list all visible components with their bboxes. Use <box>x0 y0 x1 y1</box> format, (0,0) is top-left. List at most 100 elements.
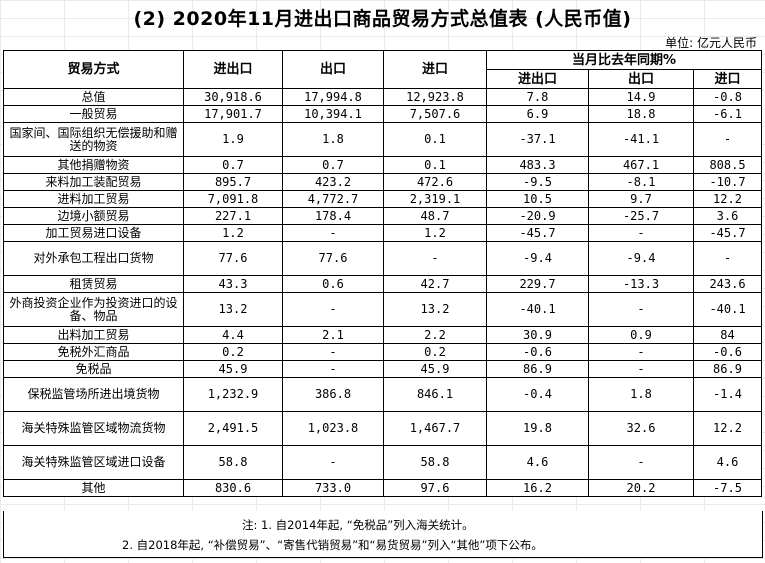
table-row: 海关特殊监管区域物流货物 2,491.5 1,023.8 1,467.7 19.8 32.… <box>3 411 763 446</box>
cell-yoy-import: - <box>692 241 763 276</box>
row-name: 边境小额贸易 <box>3 207 184 225</box>
cell-export: 1,023.8 <box>282 411 384 446</box>
row-name: 对外承包工程出口货物 <box>3 241 184 276</box>
row-name: 来料加工装配贸易 <box>3 173 184 191</box>
table-row: 进料加工贸易 7,091.8 4,772.7 2,319.1 10.5 9.7 12.2 <box>3 190 763 208</box>
cell-import: 97.6 <box>383 479 487 497</box>
row-name: 加工贸易进口设备 <box>3 224 184 242</box>
row-name: 一般贸易 <box>3 105 184 123</box>
cell-export: 4,772.7 <box>282 190 384 208</box>
cell-yoy-export: 1.8 <box>588 377 694 412</box>
cell-yoy-import: 12.2 <box>692 190 763 208</box>
cell-total: 2,491.5 <box>183 411 283 446</box>
table-row: 免税外汇商品 0.2-0.2 -0.6- -0.6 <box>3 343 763 361</box>
cell-yoy-total: -0.4 <box>486 377 589 412</box>
cell-yoy-import: -7.5 <box>692 479 763 497</box>
cell-yoy-import: -6.1 <box>692 105 763 123</box>
cell-import: - <box>383 241 487 276</box>
cell-import: 13.2 <box>383 292 487 327</box>
cell-yoy-total: 7.8 <box>486 88 589 106</box>
row-name: 外商投资企业作为投资进口的设备、物品 <box>3 292 184 327</box>
cell-yoy-export: -9.4 <box>588 241 694 276</box>
table-row: 外商投资企业作为投资进口的设备、物品 13.2-13.2 -40.1- -40.1 <box>3 292 763 327</box>
table-row: 总值 30,918.6 17,994.8 12,923.8 7.8 14.9 -0.8 <box>3 88 763 106</box>
table-row: 对外承包工程出口货物 77.6 77.6- -9.4 -9.4- <box>3 241 763 276</box>
cell-export: 733.0 <box>282 479 384 497</box>
cell-yoy-export: - <box>588 445 694 480</box>
cell-yoy-export: 9.7 <box>588 190 694 208</box>
cell-yoy-total: -37.1 <box>486 122 589 157</box>
header-total: 进出口 <box>183 50 283 89</box>
cell-import: 12,923.8 <box>383 88 487 106</box>
cell-yoy-total: -45.7 <box>486 224 589 242</box>
row-name: 出料加工贸易 <box>3 326 184 344</box>
header-yoy-import: 进口 <box>692 69 763 89</box>
cell-import: 58.8 <box>383 445 487 480</box>
row-name: 其他捐赠物资 <box>3 156 184 174</box>
cell-yoy-export: 0.9 <box>588 326 694 344</box>
page-title: (2) 2020年11月进出口商品贸易方式总值表 (人民币值) <box>133 8 632 30</box>
cell-export: 17,994.8 <box>282 88 384 106</box>
cell-export: 0.6 <box>282 275 384 293</box>
cell-yoy-total: -20.9 <box>486 207 589 225</box>
cell-export: - <box>282 343 384 361</box>
row-name: 海关特殊监管区域进口设备 <box>3 445 184 480</box>
cell-export: - <box>282 445 384 480</box>
cell-import: 48.7 <box>383 207 487 225</box>
cell-yoy-import: 4.6 <box>692 445 763 480</box>
table-body: 总值 30,918.6 17,994.8 12,923.8 7.8 14.9 -0.8 一般贸… <box>3 88 763 497</box>
cell-import: 42.7 <box>383 275 487 293</box>
cell-import: 846.1 <box>383 377 487 412</box>
cell-yoy-import: -0.6 <box>692 343 763 361</box>
cell-total: 1,232.9 <box>183 377 283 412</box>
notes-box: 注: 1. 自2014年起, “免税品”列入海关统计。 2. 自2018年起, … <box>3 511 763 558</box>
table-row: 边境小额贸易 227.1 178.4 48.7 -20.9 -25.7 3.6 <box>3 207 763 225</box>
cell-yoy-export: - <box>588 343 694 361</box>
cell-yoy-total: 4.6 <box>486 445 589 480</box>
table-row: 国家间、国际组织无偿援助和赠送的物资 1.9 1.8 0.1 -37.1 -41.1- <box>3 122 763 157</box>
row-name: 租赁贸易 <box>3 275 184 293</box>
cell-total: 0.2 <box>183 343 283 361</box>
header-yoy-total: 进出口 <box>486 69 589 89</box>
cell-import: 1,467.7 <box>383 411 487 446</box>
cell-total: 17,901.7 <box>183 105 283 123</box>
cell-yoy-total: 483.3 <box>486 156 589 174</box>
cell-total: 13.2 <box>183 292 283 327</box>
cell-yoy-total: -9.4 <box>486 241 589 276</box>
cell-yoy-import: 243.6 <box>692 275 763 293</box>
cell-yoy-export: 20.2 <box>588 479 694 497</box>
row-name: 免税外汇商品 <box>3 343 184 361</box>
table-row: 加工贸易进口设备 1.2-1.2 -45.7- -45.7 <box>3 224 763 242</box>
row-name: 其他 <box>3 479 184 497</box>
cell-export: - <box>282 224 384 242</box>
row-name: 国家间、国际组织无偿援助和赠送的物资 <box>3 122 184 157</box>
cell-import: 472.6 <box>383 173 487 191</box>
cell-yoy-export: -41.1 <box>588 122 694 157</box>
header-export: 出口 <box>282 50 384 89</box>
cell-total: 1.9 <box>183 122 283 157</box>
cell-total: 895.7 <box>183 173 283 191</box>
cell-total: 830.6 <box>183 479 283 497</box>
cell-total: 4.4 <box>183 326 283 344</box>
cell-yoy-export: - <box>588 292 694 327</box>
cell-yoy-total: 86.9 <box>486 360 589 378</box>
cell-yoy-import: -45.7 <box>692 224 763 242</box>
cell-yoy-total: -40.1 <box>486 292 589 327</box>
cell-total: 43.3 <box>183 275 283 293</box>
cell-yoy-import: 12.2 <box>692 411 763 446</box>
cell-import: 0.1 <box>383 156 487 174</box>
cell-yoy-import: -10.7 <box>692 173 763 191</box>
cell-yoy-export: 14.9 <box>588 88 694 106</box>
cell-export: - <box>282 360 384 378</box>
cell-yoy-export: 32.6 <box>588 411 694 446</box>
table-row: 免税品 45.9-45.9 86.9-86.9 <box>3 360 763 378</box>
table-row: 来料加工装配贸易 895.7 423.2 472.6 -9.5 -8.1 -10.7 <box>3 173 763 191</box>
cell-yoy-export: -25.7 <box>588 207 694 225</box>
cell-import: 1.2 <box>383 224 487 242</box>
row-name: 海关特殊监管区域物流货物 <box>3 411 184 446</box>
cell-yoy-export: 467.1 <box>588 156 694 174</box>
cell-yoy-total: 19.8 <box>486 411 589 446</box>
cell-export: 1.8 <box>282 122 384 157</box>
row-name: 免税品 <box>3 360 184 378</box>
cell-total: 45.9 <box>183 360 283 378</box>
